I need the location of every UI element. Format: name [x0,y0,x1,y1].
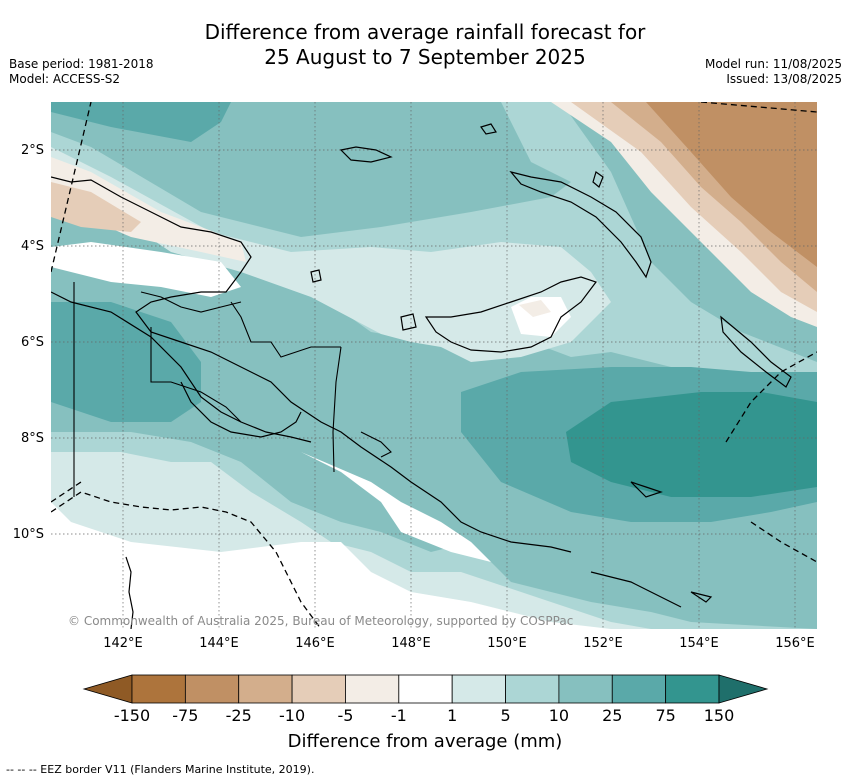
colorbar-tick-label: -10 [279,706,306,725]
colorbar-label: Difference from average (mm) [287,731,563,752]
colorbar-tick-label: 25 [602,706,623,725]
colorbar-swatches [82,674,769,704]
lon-label-144e: 144°E [199,636,239,651]
meta-left: Base period: 1981-2018 Model: ACCESS-S2 [9,57,154,87]
eez-footnote: -- -- -- EEZ border V11 (Flanders Marine… [6,763,315,776]
title-line-1: Difference from average rainfall forecas… [204,20,646,44]
colorbar-swatch [131,674,186,704]
colorbar-tick-label: 75 [655,706,676,725]
band-neutral-south [51,502,611,629]
colorbar-swatch [291,674,346,704]
band-minus1-island [519,300,551,317]
colorbar-tick-label: -5 [337,706,354,725]
band-minus25-minus75-ne [646,102,817,267]
colorbar-extend-high [718,674,769,704]
base-period-text: Base period: 1981-2018 [9,57,154,71]
band-1-5-north [51,147,611,362]
colorbar-swatch [345,674,400,704]
band-minus1-minus5-north [51,157,246,262]
eez-border [51,102,817,629]
colorbar-swatch [451,674,506,704]
colorbar-swatch [665,674,720,704]
band-25-75-west [51,302,201,422]
map-border [51,102,817,629]
lat-label-2s: 2°S [20,143,44,158]
band-25-75-north [51,102,231,142]
band-1-5-coral-sea [51,462,301,552]
colorbar-tick-label: 10 [548,706,570,725]
coastlines [51,123,792,629]
lat-label-10s: 10°S [12,527,44,542]
rainfall-map: © Commonwealth of Australia 2025, Bureau… [51,102,817,629]
issued-text: Issued: 13/08/2025 [726,72,842,86]
lat-label-6s: 6°S [20,335,44,350]
colorbar-tick-label: -25 [225,706,252,725]
band-minus5-minus10-north [51,182,141,232]
lon-label-150e: 150°E [487,636,527,651]
colorbar-swatch [238,674,293,704]
colorbar-swatch [398,674,453,704]
colorbar-extend-low [82,674,133,704]
lon-label-146e: 146°E [295,636,335,651]
lon-label-148e: 148°E [391,636,431,651]
colorbar-tick-label: 150 [703,706,735,725]
model-text: Model: ACCESS-S2 [9,72,121,86]
band-neutral-mainland [301,452,491,562]
colorbar-swatch [184,674,240,704]
lat-label-8s: 8°S [20,431,44,446]
lon-label-156e: 156°E [775,636,815,651]
colorbar-swatch [505,674,560,704]
colorbar-swatch [611,674,667,704]
lon-label-152e: 152°E [583,636,623,651]
copyright-text: © Commonwealth of Australia 2025, Bureau… [68,614,574,628]
colorbar-tick-label: -1 [390,706,407,725]
colorbar-tick-label: 5 [500,706,511,725]
band-neutral-north [51,242,241,297]
colorbar-tick-label: -75 [172,706,199,725]
map-canvas [51,102,817,629]
band-75-150-se [566,392,817,497]
title-line-2: 25 August to 7 September 2025 [264,45,586,69]
lon-label-142e: 142°E [103,636,143,651]
colorbar-tick-label: -150 [113,706,151,725]
lon-label-154e: 154°E [679,636,719,651]
model-run-text: Model run: 11/08/2025 [704,57,842,71]
map-title: Difference from average rainfall forecas… [0,20,850,70]
meta-right: Model run: 11/08/2025 Issued: 13/08/2025 [705,57,842,87]
colorbar-swatch [558,674,613,704]
colorbar-tick-label: 1 [447,706,458,725]
lat-label-4s: 4°S [20,239,44,254]
borders [73,282,392,497]
